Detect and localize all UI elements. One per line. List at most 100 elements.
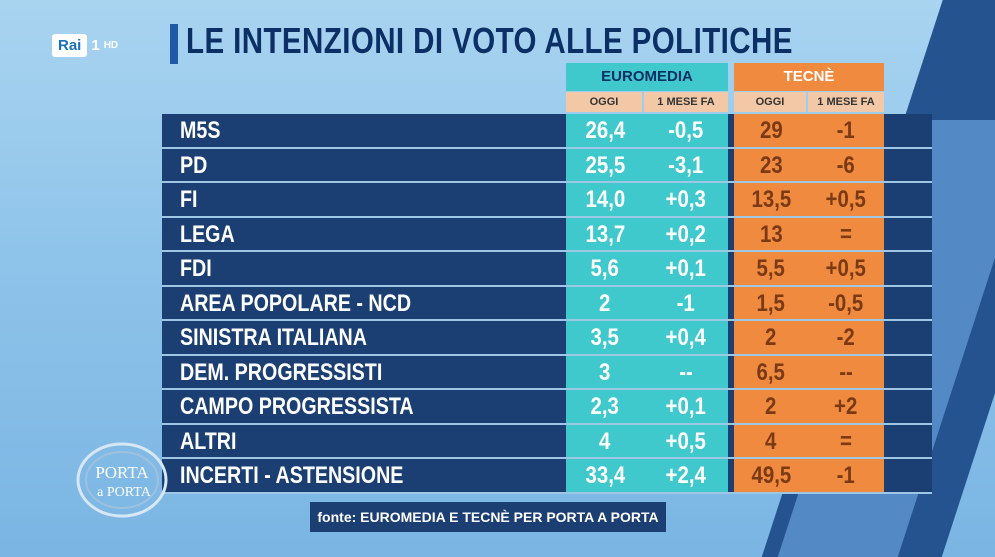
tecne-today-value: 6,5 [734,355,808,388]
column-divider [728,183,734,216]
tecne-today-value: 13,5 [734,183,808,216]
tecne-month-value-text: -6 [836,151,856,179]
party-name-text: DEM. PROGRESSISTI [180,358,383,386]
tecne-today-value-text: 1,5 [756,289,786,317]
table-row: DEM. PROGRESSISTI 3 -- 6,5 -- [162,355,932,390]
party-name: AREA POPOLARE - NCD [162,286,566,319]
table-row: LEGA 13,7 +0,2 13 = [162,217,932,252]
tecne-header: TECNÈ [734,63,884,91]
party-name-text: M5S [180,117,221,144]
tecne-month-value-text: -0,5 [828,289,864,317]
tecne-today-value: 29 [734,114,808,147]
euromedia-header: EUROMEDIA [566,63,728,91]
tecne-month-value: +0,5 [808,252,884,285]
euromedia-today-value: 2,3 [566,390,644,423]
euromedia-today-value-text: 14,0 [585,186,625,213]
table-row: M5S 26,4 -0,5 29 -1 [162,114,932,149]
euromedia-month-header: 1 MESE FA [644,92,728,112]
euromedia-today-value-text: 4 [599,427,611,455]
tecne-today-value: 2 [734,390,808,423]
column-divider [728,321,734,354]
euromedia-month-value-text: -0,5 [668,117,704,144]
party-name-text: FDI [180,255,212,282]
euromedia-month-value: +2,4 [644,459,728,492]
column-divider [728,148,734,181]
column-divider [728,424,734,457]
row-tail [884,355,932,388]
party-name: ALTRI [162,424,566,457]
party-name: INCERTI - ASTENSIONE [162,459,566,492]
euromedia-month-value-text: +0,1 [665,255,707,282]
party-name-text: CAMPO PROGRESSISTA [180,393,414,420]
tecne-today-value: 49,5 [734,459,808,492]
tecne-today-value: 1,5 [734,286,808,319]
tecne-today-value: 5,5 [734,252,808,285]
euromedia-month-value: -3,1 [644,148,728,181]
euromedia-today-value: 3 [566,355,644,388]
channel-number: 1 [91,36,100,54]
party-name-text: LEGA [180,220,235,248]
party-name: FI [162,183,566,216]
tecne-month-value-text: -2 [836,324,856,351]
table-row: AREA POPOLARE - NCD 2 -1 1,5 -0,5 [162,286,932,321]
table-row: CAMPO PROGRESSISTA 2,3 +0,1 2 +2 [162,390,932,425]
table-row: INCERTI - ASTENSIONE 33,4 +2,4 49,5 -1 [162,459,932,494]
poll-table: M5S 26,4 -0,5 29 -1 PD 25,5 -3,1 23 -6 FI 14,0 +0,3 1… [162,114,932,494]
tecne-today-value-text: 2 [765,324,777,351]
tecne-month-value: -2 [808,321,884,354]
tecne-month-value-text: +0,5 [825,255,867,282]
euromedia-today-value-text: 2 [599,289,611,317]
page-title: LE INTENZIONI DI VOTO ALLE POLITICHE [186,20,793,61]
euromedia-today-value: 4 [566,424,644,457]
euromedia-today-value-text: 5,6 [590,255,620,282]
party-name: DEM. PROGRESSISTI [162,355,566,388]
euromedia-today-value-text: 13,7 [585,220,625,248]
column-divider [728,286,734,319]
tecne-month-value-text: = [840,220,852,248]
euromedia-today-value-text: 2,3 [590,393,620,420]
tecne-today-value: 2 [734,321,808,354]
party-name: LEGA [162,217,566,250]
tecne-today-header: OGGI [734,92,806,112]
tecne-today-value-text: 29 [759,117,783,144]
tecne-month-value: -1 [808,114,884,147]
table-row: FI 14,0 +0,3 13,5 +0,5 [162,183,932,218]
column-divider [728,459,734,492]
tecne-month-value: -- [808,355,884,388]
party-name: SINISTRA ITALIANA [162,321,566,354]
euromedia-month-value-text: -1 [676,289,696,317]
tecne-month-value-text: -1 [836,462,856,489]
tecne-today-value: 23 [734,148,808,181]
euromedia-month-value-text: -3,1 [668,151,704,179]
row-tail [884,321,932,354]
euromedia-month-value: -- [644,355,728,388]
tecne-today-value-text: 23 [759,151,783,179]
euromedia-month-value: -1 [644,286,728,319]
row-tail [884,217,932,250]
euromedia-today-value-text: 25,5 [585,151,625,179]
tecne-today-value-text: 13,5 [751,186,791,213]
euromedia-today-value: 5,6 [566,252,644,285]
title-accent-bar [170,24,178,64]
euromedia-today-value: 14,0 [566,183,644,216]
source-caption: fonte: EUROMEDIA E TECNÈ PER PORTA A POR… [310,502,666,532]
tecne-month-header: 1 MESE FA [808,92,884,112]
tecne-month-value-text: -1 [836,117,856,144]
tecne-month-value: -1 [808,459,884,492]
tecne-today-value-text: 6,5 [756,358,786,386]
row-tail [884,114,932,147]
euromedia-month-value-text: +0,1 [665,393,707,420]
tecne-month-value-text: +2 [834,393,858,420]
hd-badge: HD [103,39,119,51]
column-divider [728,217,734,250]
euromedia-month-value-text: +2,4 [665,462,707,489]
tecne-month-value: = [808,424,884,457]
tecne-today-value: 4 [734,424,808,457]
tecne-month-value: +2 [808,390,884,423]
row-tail [884,183,932,216]
party-name: M5S [162,114,566,147]
euromedia-today-value-text: 3,5 [590,324,620,351]
party-name-text: AREA POPOLARE - NCD [180,289,412,317]
column-divider [728,390,734,423]
tecne-today-value-text: 2 [765,393,777,420]
